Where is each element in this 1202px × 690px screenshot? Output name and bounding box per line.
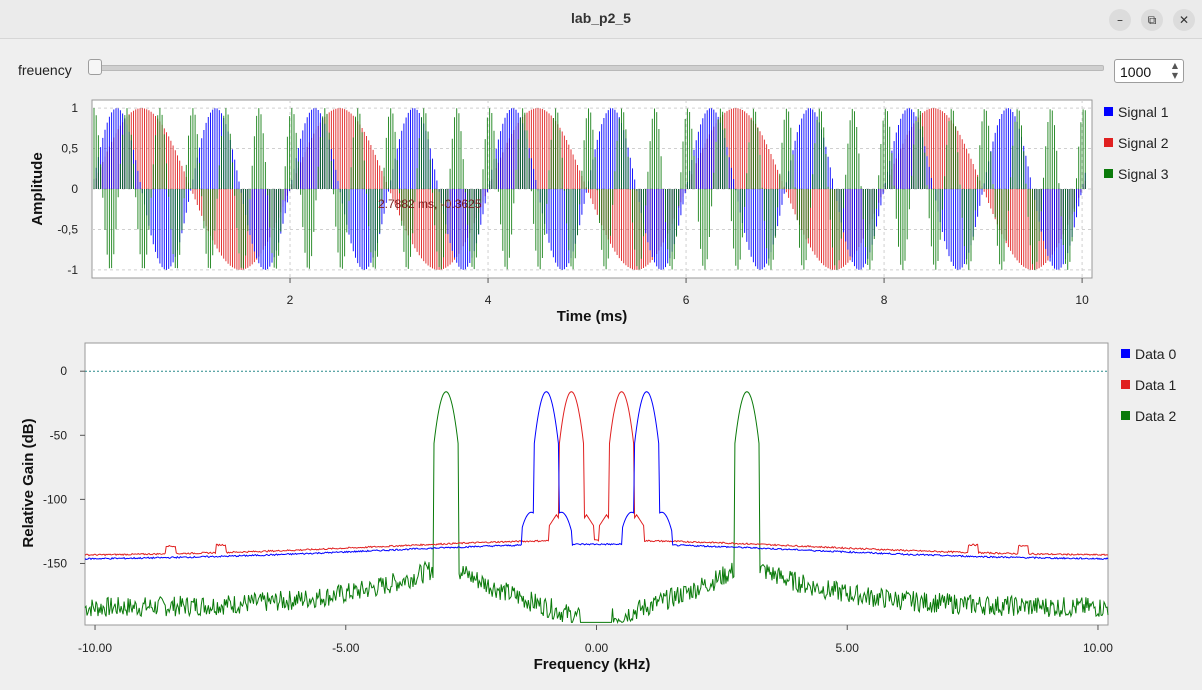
time-series-signal-3 xyxy=(93,108,1086,270)
time-ytick-label: -1 xyxy=(67,263,78,277)
time-xtick-label: 6 xyxy=(683,293,690,307)
legend-swatch-signal1 xyxy=(1104,107,1113,116)
spin-down-icon[interactable]: ▼ xyxy=(1171,71,1179,80)
time-xtick-label: 8 xyxy=(881,293,888,307)
freq-ytick-label: -50 xyxy=(50,428,68,442)
freq-xtick-label: -5.00 xyxy=(332,641,360,655)
freq-ytick-label: -150 xyxy=(43,556,67,570)
freq-xlabel: Frequency (kHz) xyxy=(534,656,651,673)
time-xtick-label: 4 xyxy=(485,293,492,307)
freq-plot-ticks: 0 -50 -100 -150 -10.00 -5.00 0.00 5.00 10.00 xyxy=(43,364,1113,655)
window-title: lab_p2_5 xyxy=(571,10,631,26)
time-xlabel: Time (ms) xyxy=(557,308,628,325)
time-ytick-label: -0,5 xyxy=(57,222,78,236)
close-button[interactable]: ✕ xyxy=(1173,9,1195,31)
frequency-spinbox[interactable]: 1000 ▲ ▼ xyxy=(1114,59,1184,83)
freq-xtick-label: -10.00 xyxy=(78,641,112,655)
frequency-control-row: freuency 1000 ▲ ▼ xyxy=(0,52,1202,86)
legend-swatch-data2 xyxy=(1121,411,1130,420)
window-titlebar: lab_p2_5 – ⧉ ✕ xyxy=(0,0,1202,39)
cursor-readout: 2.7882 ms, -0.3625 xyxy=(378,197,482,211)
time-legend: Signal 1 Signal 2 Signal 3 xyxy=(1104,104,1169,182)
minimize-button[interactable]: – xyxy=(1109,9,1131,31)
freq-plot-series xyxy=(84,370,1109,624)
freq-xtick-label: 10.00 xyxy=(1083,641,1113,655)
freq-ylabel: Relative Gain (dB) xyxy=(20,418,37,547)
maximize-button[interactable]: ⧉ xyxy=(1141,9,1163,31)
time-plot-series xyxy=(93,108,1086,270)
freq-ytick-label: 0 xyxy=(60,364,67,378)
legend-signal3: Signal 3 xyxy=(1118,166,1169,182)
legend-swatch-signal3 xyxy=(1104,169,1113,178)
frequency-slider-handle[interactable] xyxy=(88,59,102,75)
frequency-label: freuency xyxy=(18,62,72,78)
minimize-icon: – xyxy=(1117,13,1123,27)
freq-plot-area[interactable] xyxy=(84,342,1109,626)
spin-arrows[interactable]: ▲ ▼ xyxy=(1169,61,1181,81)
legend-signal2: Signal 2 xyxy=(1118,135,1169,151)
legend-data0: Data 0 xyxy=(1135,346,1176,362)
freq-ytick-label: -100 xyxy=(43,492,67,506)
legend-swatch-data0 xyxy=(1121,349,1130,358)
frequency-spin-value[interactable]: 1000 xyxy=(1120,64,1152,80)
close-icon: ✕ xyxy=(1178,13,1190,27)
freq-legend: Data 0 Data 1 Data 2 xyxy=(1121,346,1176,424)
freq-series-data-2 xyxy=(84,391,1109,624)
legend-swatch-signal2 xyxy=(1104,138,1113,147)
freq-xtick-label: 0.00 xyxy=(585,641,609,655)
freq-series-data-1 xyxy=(84,391,1109,557)
time-plot-ticks: 1 0,5 0 -0,5 -1 2 4 6 8 10 xyxy=(57,101,1089,307)
legend-data2: Data 2 xyxy=(1135,408,1176,424)
time-xtick-label: 2 xyxy=(287,293,294,307)
legend-signal1: Signal 1 xyxy=(1118,104,1169,120)
legend-data1: Data 1 xyxy=(1135,377,1176,393)
legend-swatch-data1 xyxy=(1121,380,1130,389)
time-ytick-label: 0 xyxy=(71,182,78,196)
time-plot-grid xyxy=(92,100,1092,278)
time-xtick-label: 10 xyxy=(1075,293,1089,307)
restore-icon: ⧉ xyxy=(1147,13,1157,27)
time-ytick-label: 1 xyxy=(71,101,78,115)
time-ylabel: Amplitude xyxy=(29,152,46,225)
spin-up-icon[interactable]: ▲ xyxy=(1171,61,1179,70)
time-ytick-label: 0,5 xyxy=(61,142,78,156)
freq-xtick-label: 5.00 xyxy=(836,641,860,655)
freq-series-data-0 xyxy=(84,391,1109,561)
